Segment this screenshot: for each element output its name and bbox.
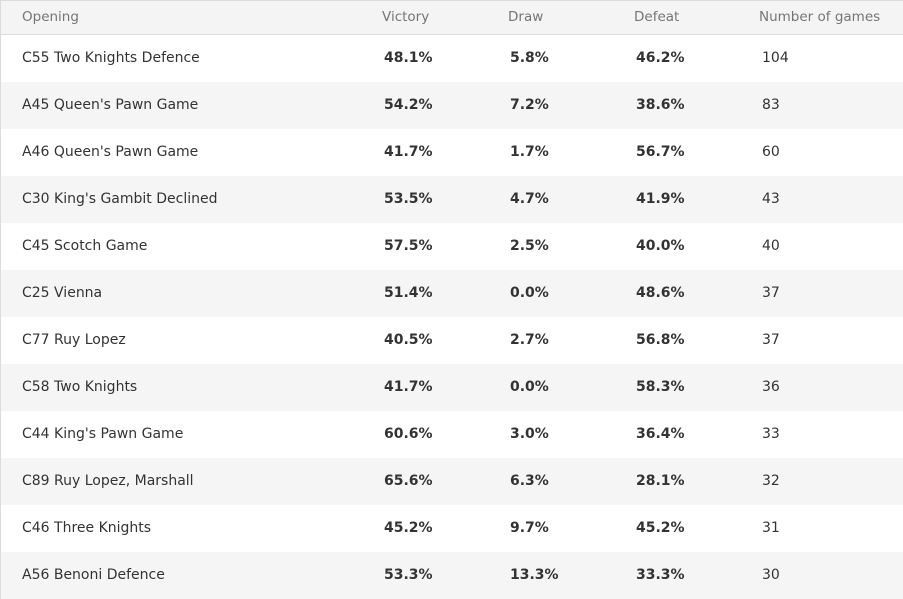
defeat-cell: 40.0% [636, 238, 685, 254]
table-row: C25 Vienna 51.4% 0.0% 48.6% 37 [1, 270, 903, 317]
table-row: C30 King's Gambit Declined 53.5% 4.7% 41.9%… [1, 176, 903, 223]
draw-cell: 7.2% [510, 97, 549, 113]
table-row: C89 Ruy Lopez, Marshall 65.6% 6.3% 28.1% 32 [1, 458, 903, 505]
games-cell: 37 [762, 332, 780, 348]
victory-cell: 41.7% [384, 379, 433, 395]
victory-cell: 57.5% [384, 238, 433, 254]
victory-cell: 54.2% [384, 97, 433, 113]
defeat-cell: 56.8% [636, 332, 685, 348]
victory-cell: 51.4% [384, 285, 433, 301]
opening-cell[interactable]: C25 Vienna [22, 285, 103, 301]
victory-cell: 48.1% [384, 50, 433, 66]
defeat-cell: 58.3% [636, 379, 685, 395]
opening-cell[interactable]: C77 Ruy Lopez [22, 332, 126, 348]
header-draw[interactable]: Draw [508, 9, 544, 25]
games-cell: 36 [762, 379, 780, 395]
draw-cell: 0.0% [510, 285, 549, 301]
games-cell: 43 [762, 191, 780, 207]
draw-cell: 0.0% [510, 379, 549, 395]
victory-cell: 53.3% [384, 567, 433, 583]
defeat-cell: 45.2% [636, 520, 685, 536]
defeat-cell: 41.9% [636, 191, 685, 207]
draw-cell: 13.3% [510, 567, 559, 583]
table-body: C55 Two Knights Defence 48.1% 5.8% 46.2% 104… [1, 35, 903, 599]
games-cell: 31 [762, 520, 780, 536]
draw-cell: 1.7% [510, 144, 549, 160]
table-row: C77 Ruy Lopez 40.5% 2.7% 56.8% 37 [1, 317, 903, 364]
victory-cell: 41.7% [384, 144, 433, 160]
games-cell: 32 [762, 473, 780, 489]
opening-cell[interactable]: C46 Three Knights [22, 520, 152, 536]
defeat-cell: 48.6% [636, 285, 685, 301]
header-number-of-games[interactable]: Number of games [759, 9, 881, 25]
table-row: C58 Two Knights 41.7% 0.0% 58.3% 36 [1, 364, 903, 411]
opening-cell[interactable]: C89 Ruy Lopez, Marshall [22, 473, 194, 489]
table-row: A56 Benoni Defence 53.3% 13.3% 33.3% 30 [1, 552, 903, 599]
draw-cell: 4.7% [510, 191, 549, 207]
table-row: C55 Two Knights Defence 48.1% 5.8% 46.2% 104 [1, 35, 903, 82]
defeat-cell: 33.3% [636, 567, 685, 583]
games-cell: 30 [762, 567, 780, 583]
victory-cell: 53.5% [384, 191, 433, 207]
opening-cell[interactable]: C44 King's Pawn Game [22, 426, 184, 442]
draw-cell: 6.3% [510, 473, 549, 489]
victory-cell: 45.2% [384, 520, 433, 536]
table-row: C45 Scotch Game 57.5% 2.5% 40.0% 40 [1, 223, 903, 270]
header-opening[interactable]: Opening [22, 9, 79, 25]
opening-cell[interactable]: C55 Two Knights Defence [22, 50, 200, 66]
games-cell: 37 [762, 285, 780, 301]
draw-cell: 3.0% [510, 426, 549, 442]
table-header: Opening Victory Draw Defeat Number of ga… [1, 0, 903, 35]
victory-cell: 65.6% [384, 473, 433, 489]
opening-cell[interactable]: A45 Queen's Pawn Game [22, 97, 199, 113]
opening-cell[interactable]: A56 Benoni Defence [22, 567, 165, 583]
games-cell: 83 [762, 97, 780, 113]
draw-cell: 2.7% [510, 332, 549, 348]
draw-cell: 9.7% [510, 520, 549, 536]
draw-cell: 2.5% [510, 238, 549, 254]
table-row: A46 Queen's Pawn Game 41.7% 1.7% 56.7% 60 [1, 129, 903, 176]
header-victory[interactable]: Victory [382, 9, 430, 25]
defeat-cell: 46.2% [636, 50, 685, 66]
table-row: C46 Three Knights 45.2% 9.7% 45.2% 31 [1, 505, 903, 552]
defeat-cell: 56.7% [636, 144, 685, 160]
games-cell: 40 [762, 238, 780, 254]
opening-cell[interactable]: C30 King's Gambit Declined [22, 191, 218, 207]
defeat-cell: 38.6% [636, 97, 685, 113]
games-cell: 33 [762, 426, 780, 442]
defeat-cell: 36.4% [636, 426, 685, 442]
games-cell: 60 [762, 144, 780, 160]
opening-cell[interactable]: C45 Scotch Game [22, 238, 148, 254]
defeat-cell: 28.1% [636, 473, 685, 489]
opening-cell[interactable]: C58 Two Knights [22, 379, 138, 395]
table-row: A45 Queen's Pawn Game 54.2% 7.2% 38.6% 83 [1, 82, 903, 129]
victory-cell: 60.6% [384, 426, 433, 442]
opening-cell[interactable]: A46 Queen's Pawn Game [22, 144, 199, 160]
draw-cell: 5.8% [510, 50, 549, 66]
victory-cell: 40.5% [384, 332, 433, 348]
games-cell: 104 [762, 50, 789, 66]
table-row: C44 King's Pawn Game 60.6% 3.0% 36.4% 33 [1, 411, 903, 458]
header-defeat[interactable]: Defeat [634, 9, 680, 25]
